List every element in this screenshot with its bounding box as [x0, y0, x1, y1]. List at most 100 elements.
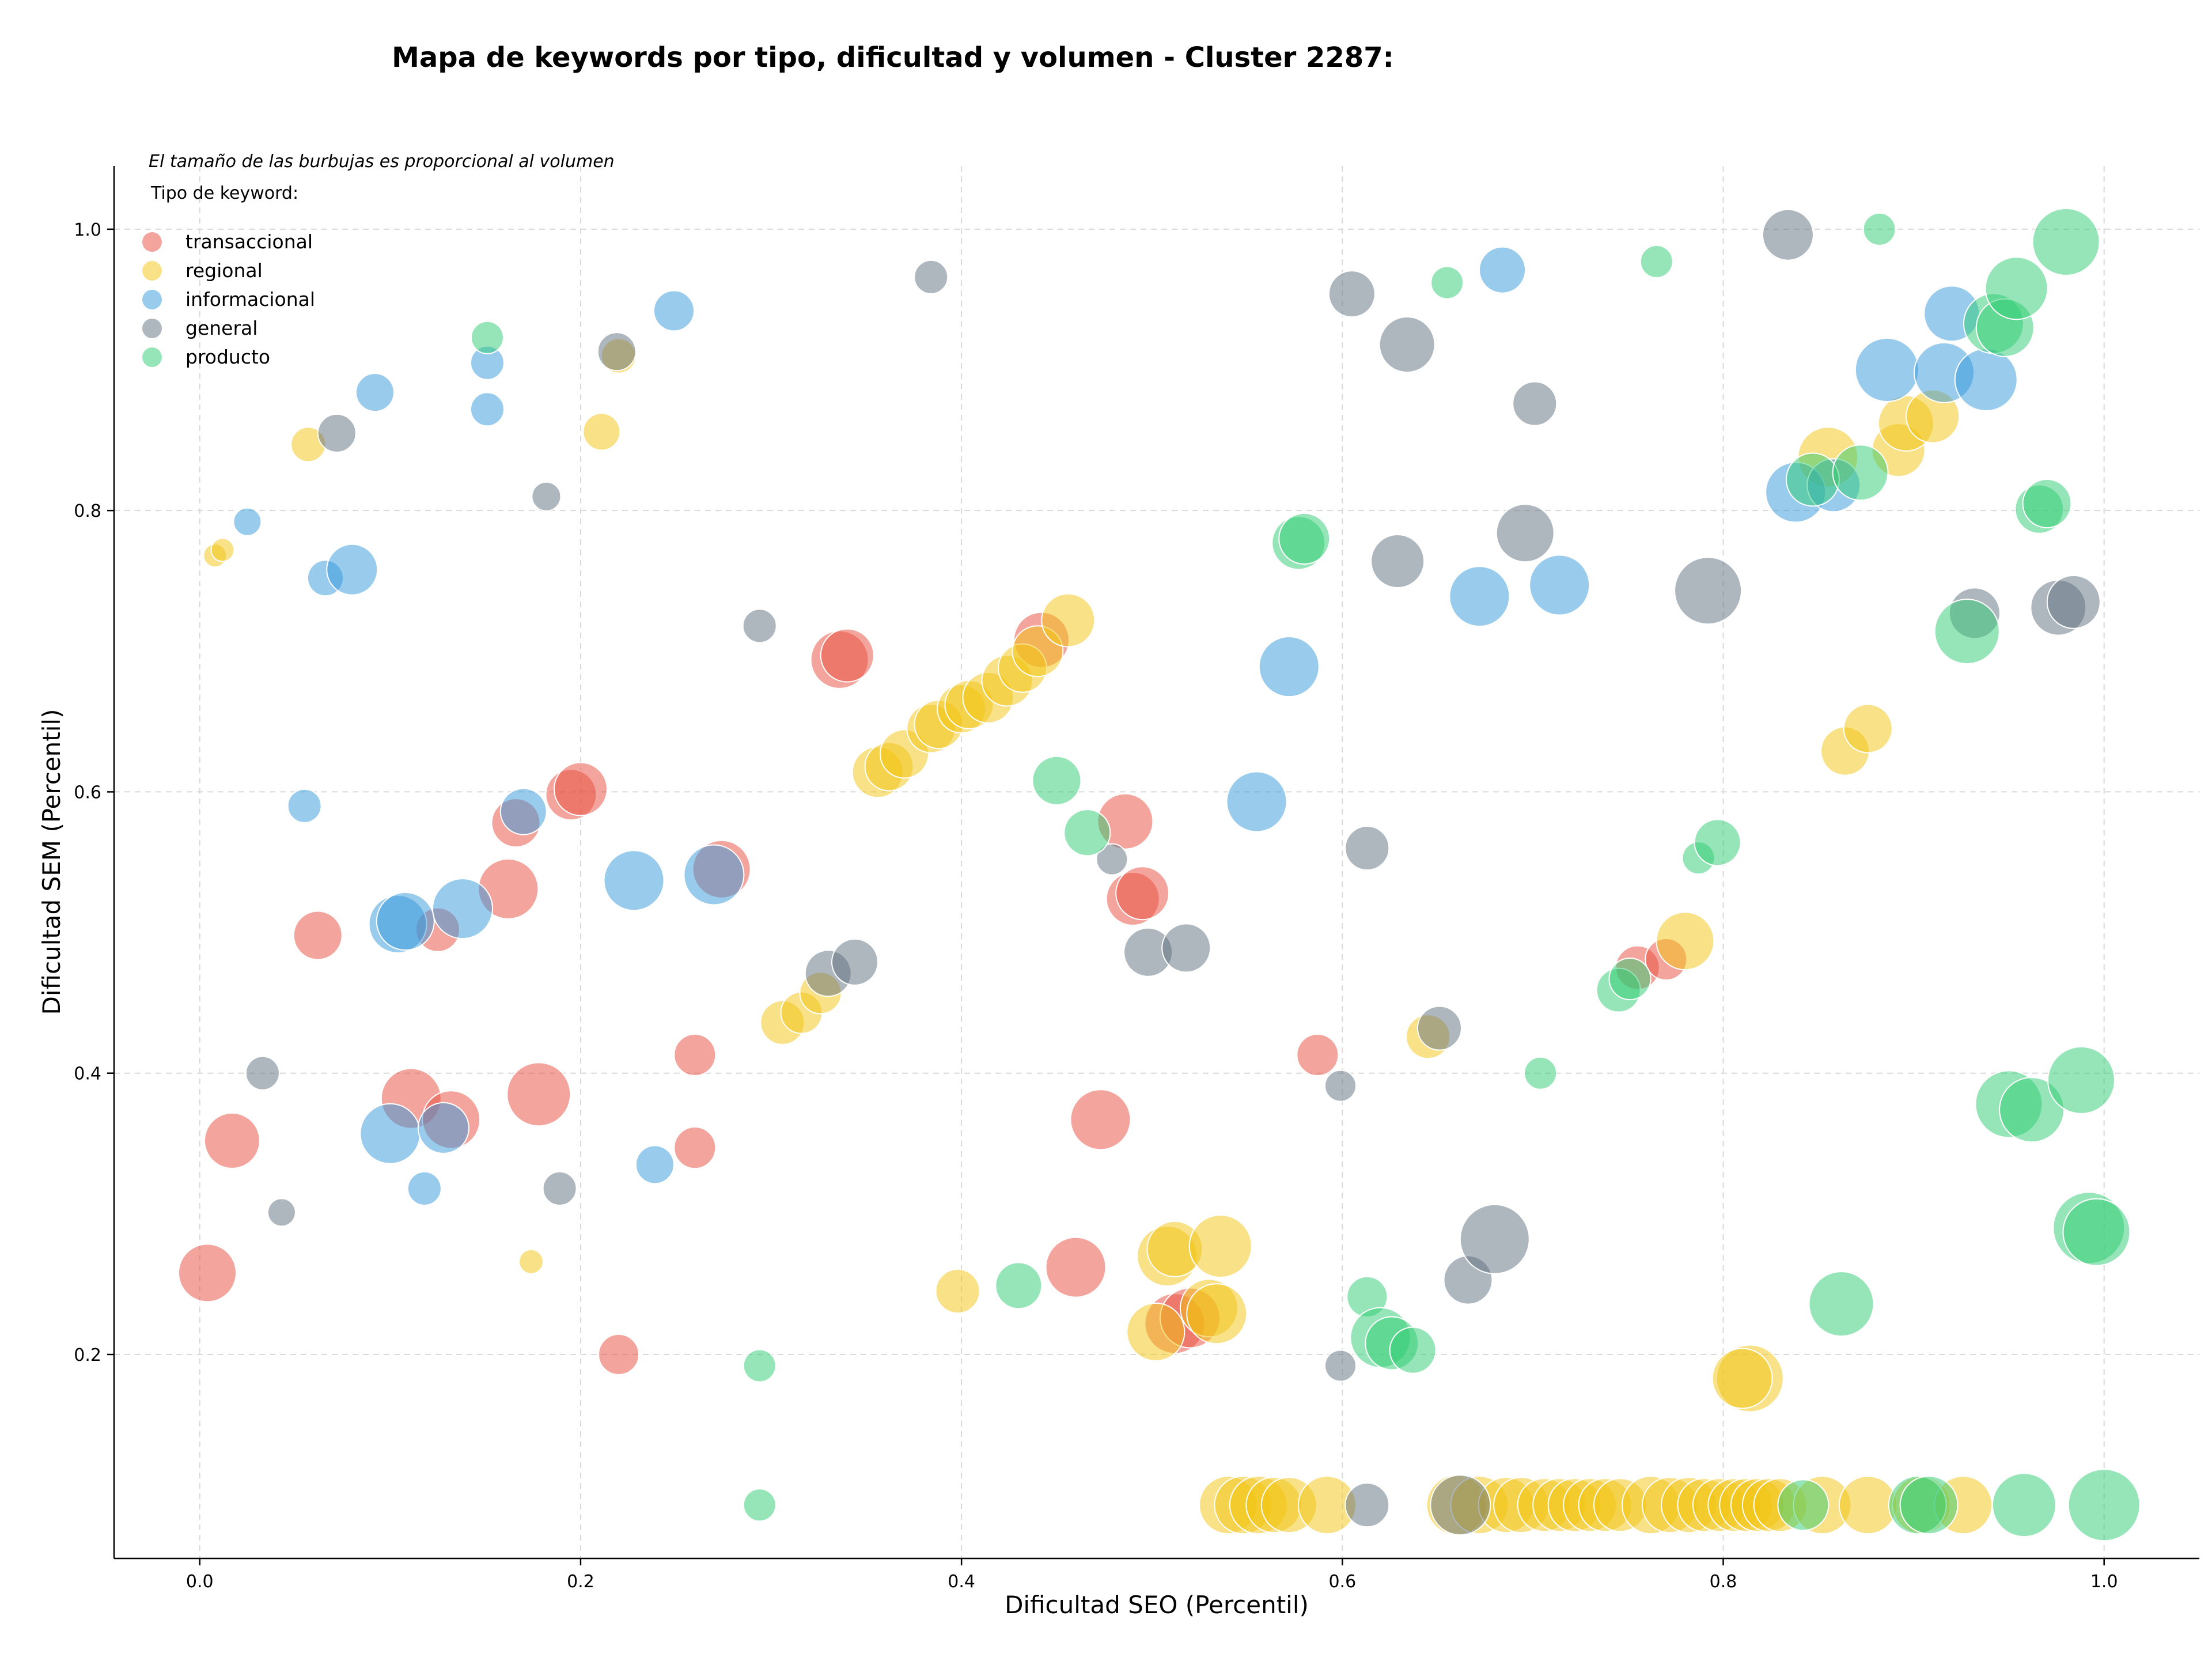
bubble-producto [2032, 207, 2100, 276]
bubble-general [597, 332, 637, 372]
bubble-informacional [326, 543, 378, 596]
bubble-informacional [653, 290, 695, 332]
bubble-producto [1934, 599, 2000, 665]
bubble-general [1370, 534, 1425, 589]
bubble-general [742, 608, 777, 644]
bubble-informacional [683, 844, 745, 906]
x-tick-label: 0.8 [1710, 1572, 1737, 1592]
bubble-general [2046, 574, 2101, 629]
bubble-general [1459, 1204, 1530, 1274]
legend-marker-producto [142, 347, 162, 367]
bubble-regional [518, 1248, 544, 1274]
bubble-general [1495, 504, 1555, 563]
bubble-transaccional [177, 1243, 237, 1303]
legend-label-producto: producto [185, 346, 270, 368]
bubble-producto [1694, 819, 1741, 867]
bubble-transaccional [1045, 1236, 1107, 1298]
bubble-informacional [1954, 348, 2018, 412]
bubble-informacional [603, 850, 665, 911]
bubble-producto [2022, 478, 2072, 528]
bubble-regional [1843, 703, 1893, 754]
bubble-general [1762, 209, 1814, 261]
bubble-producto [470, 320, 504, 354]
bubble-informacional [469, 392, 505, 427]
legend-label-general: general [185, 317, 257, 339]
legend-label-regional: regional [185, 259, 263, 282]
bubble-general [317, 413, 357, 453]
bubble-transaccional [203, 1112, 260, 1169]
y-tick-label: 0.6 [74, 782, 101, 803]
bubble-informacional [287, 788, 322, 823]
legend-item-regional: regional [142, 259, 263, 282]
bubble-producto [1991, 1473, 2056, 1538]
bubble-general [1344, 826, 1390, 871]
bubble-transaccional [598, 1333, 640, 1375]
bubble-general [1674, 557, 1743, 625]
bubble-regional [1711, 1348, 1773, 1409]
axis-ticks: 0.0 0.2 0.4 0.6 0.8 1.0 0.2 0.4 0.6 0.8 1.0 [74, 220, 2118, 1592]
bubble-producto [1639, 245, 1673, 279]
bubble-informacional [1529, 554, 1590, 616]
legend: transaccional regional informacional genera… [142, 230, 315, 368]
bubble-transaccional [1296, 1033, 1339, 1076]
x-tick-label: 0.2 [567, 1572, 594, 1592]
bubble-producto [1984, 256, 2048, 320]
bubble-regional [210, 538, 235, 562]
bubble-general [1324, 1069, 1357, 1102]
bubble-informacional [431, 878, 493, 940]
bubble-general [1324, 1349, 1357, 1382]
bubble-general [1328, 270, 1376, 318]
y-tick-label: 1.0 [74, 220, 101, 240]
y-tick-label: 0.2 [74, 1345, 101, 1365]
bubble-informacional [376, 892, 435, 951]
bubble-producto [2047, 1046, 2116, 1114]
bubble-informacional [499, 788, 547, 835]
bubble-producto [1785, 452, 1840, 507]
bubble-general [1430, 1474, 1491, 1536]
legend-label-transaccional: transaccional [185, 230, 313, 253]
bubble-informacional [233, 507, 262, 536]
bubble-general [914, 259, 949, 294]
bubble-regional [1186, 1283, 1248, 1345]
legend-marker-regional [142, 261, 162, 281]
bubble-general [831, 938, 879, 986]
bubble-general [1378, 316, 1435, 373]
bubble-general [1512, 381, 1558, 426]
series-informacional [233, 246, 2018, 1206]
bubble-informacional [1449, 566, 1510, 627]
bubble-transaccional [820, 628, 874, 683]
bubble-transaccional [673, 1033, 717, 1076]
bubble-transaccional [506, 1062, 571, 1127]
legend-item-producto: producto [142, 346, 270, 368]
bubble-producto [1999, 1077, 2065, 1143]
bubble-producto [1278, 512, 1331, 565]
bubble-producto [1063, 809, 1111, 857]
legend-label-informacional: informacional [185, 288, 315, 311]
bubble-producto [743, 1488, 777, 1522]
bubble-informacional [635, 1145, 675, 1185]
legend-item-transaccional: transaccional [142, 230, 313, 253]
bubble-producto [995, 1262, 1043, 1310]
bubble-producto [1777, 1479, 1830, 1531]
bubble-general [1344, 1482, 1390, 1528]
y-axis-label: Dificultad SEM (Percentil) [37, 709, 66, 1015]
legend-marker-informacional [142, 290, 162, 309]
bubble-general [1416, 1005, 1462, 1051]
legend-item-informacional: informacional [142, 288, 315, 311]
bubble-producto [1389, 1326, 1437, 1374]
bubble-regional [1188, 1214, 1252, 1278]
bubble-producto [2067, 1469, 2141, 1542]
bubble-transaccional [293, 910, 343, 960]
bubble-informacional [1854, 338, 1919, 403]
bubble-informacional [407, 1171, 442, 1206]
bubble-transaccional [1070, 1089, 1131, 1151]
bubble-producto [1808, 1271, 1874, 1337]
bubble-regional [1041, 593, 1096, 648]
bubble-general [531, 481, 562, 512]
bubble-producto [1862, 212, 1896, 246]
bubble-general [542, 1171, 577, 1206]
y-tick-label: 0.4 [74, 1064, 101, 1084]
legend-marker-transaccional [142, 232, 162, 252]
series-regional [203, 338, 1993, 1536]
